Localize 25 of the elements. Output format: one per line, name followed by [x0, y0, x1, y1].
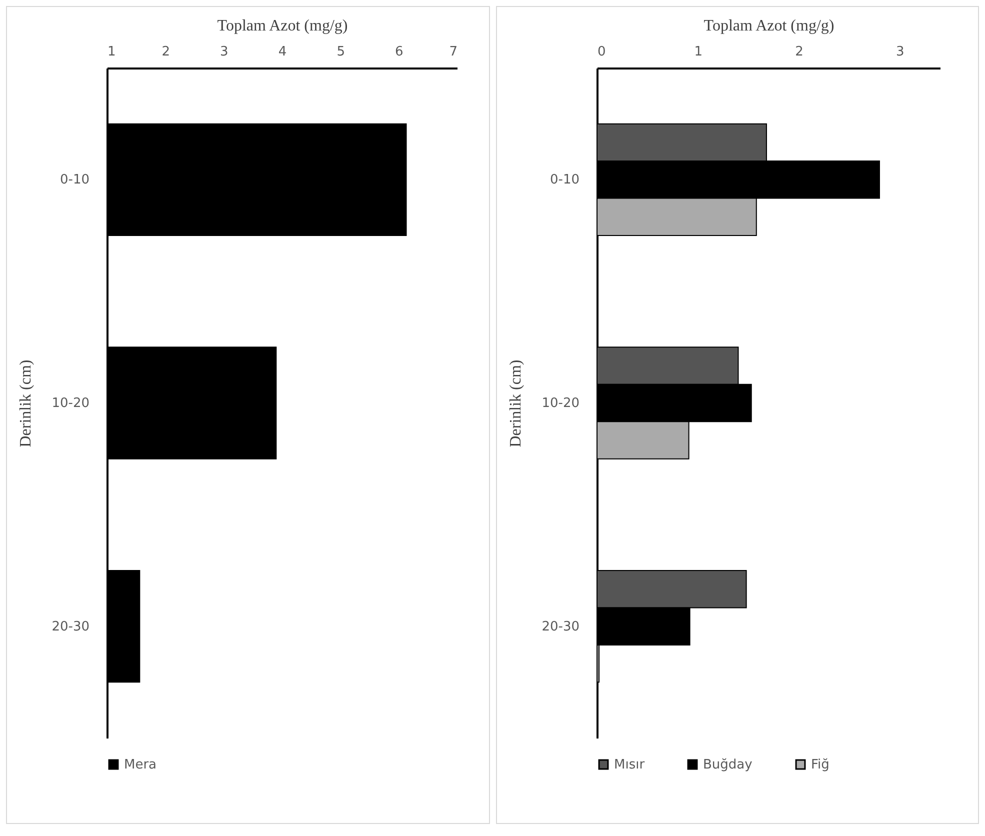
- legend-label: Mera: [124, 758, 157, 772]
- y-tick-label: 0-10: [549, 172, 579, 188]
- y-tick-label: 20-30: [52, 619, 90, 634]
- x-tick-label: 2: [162, 44, 170, 60]
- x-tick-label: 3: [220, 44, 228, 60]
- y-tick-label: 10-20: [541, 396, 579, 411]
- x-tick-label: 6: [395, 44, 404, 60]
- legend-label: Mısır: [614, 758, 645, 773]
- y-tick-label: 10-20: [52, 396, 90, 411]
- x-tick-label: 2: [794, 44, 803, 60]
- legend-label: Fiğ: [810, 758, 829, 773]
- legend-label: Buğday: [702, 758, 752, 773]
- x-tick-label: 4: [278, 44, 287, 60]
- y-tick-label: 0-10: [60, 172, 90, 188]
- x-axis-title: Toplam Azot (mg/g): [217, 18, 348, 34]
- x-tick-label: 1: [694, 44, 702, 60]
- x-tick-label: 5: [336, 44, 345, 60]
- y-axis-title: Derinlik (cm): [18, 360, 35, 448]
- y-axis-title: Derinlik (cm): [507, 360, 524, 448]
- y-tick-label: 20-30: [541, 619, 579, 634]
- x-tick-label: 7: [449, 44, 458, 60]
- x-tick-label: 0: [597, 44, 606, 60]
- x-tick-label: 1: [108, 44, 116, 60]
- x-tick-label: 3: [896, 44, 904, 60]
- x-axis-title: Toplam Azot (mg/g): [703, 18, 834, 34]
